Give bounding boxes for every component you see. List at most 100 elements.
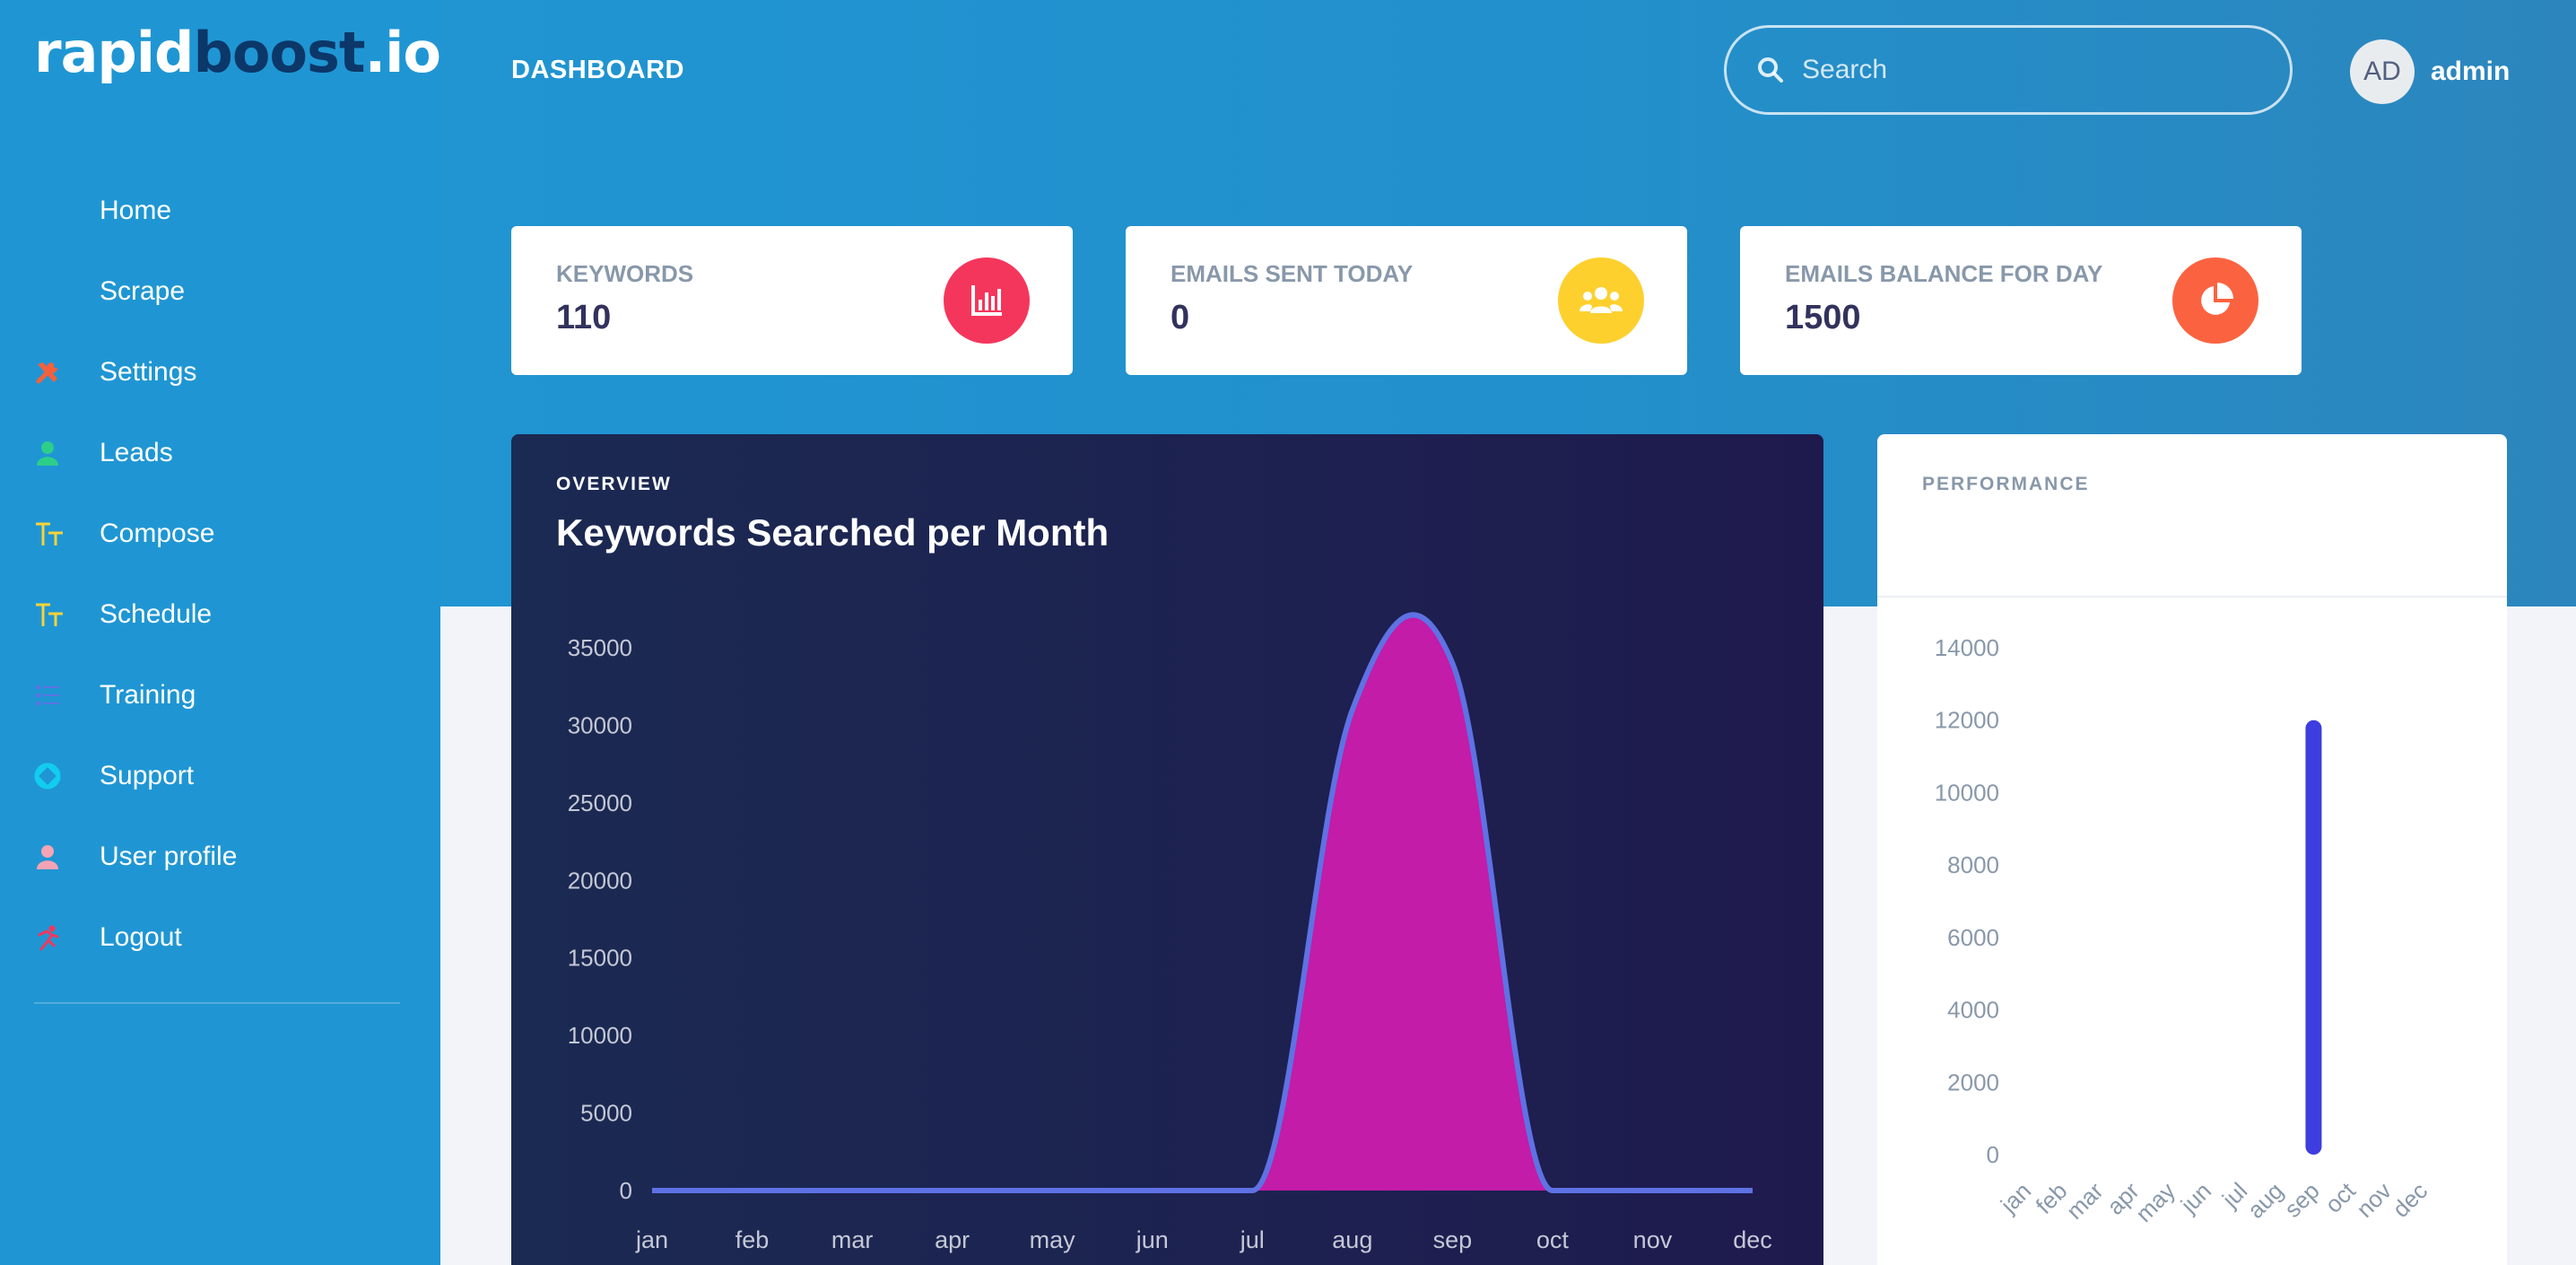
sidebar: rapidboost.io Home Scrape Settings Leads Com… (0, 0, 441, 1265)
x-tick-label: nov (1633, 1226, 1673, 1253)
page-title: DASHBOARD (511, 56, 684, 84)
running-icon (0, 924, 100, 951)
sidebar-item-support[interactable]: Support (0, 736, 440, 816)
sidebar-item-schedule[interactable]: Schedule (0, 574, 440, 655)
sidebar-item-training[interactable]: Training (0, 655, 440, 736)
x-tick-label: mar (831, 1226, 874, 1253)
search-icon (1758, 57, 1783, 83)
brand-part-2: boost (193, 20, 365, 85)
brand-part-1: rapid (34, 20, 194, 85)
sidebar-item-label: Logout (100, 922, 182, 952)
sidebar-item-leads[interactable]: Leads (0, 413, 440, 493)
stat-value: 1500 (1785, 299, 1861, 336)
x-tick-label: aug (1332, 1226, 1372, 1253)
x-tick-label: feb (735, 1226, 770, 1253)
stat-label: EMAILS SENT TODAY (1171, 260, 1414, 287)
x-tick-label: jul (1240, 1226, 1265, 1253)
y-tick-label: 10000 (568, 1022, 632, 1049)
x-tick-label: sep (1433, 1226, 1473, 1253)
sidebar-item-label: User profile (100, 842, 238, 871)
y-tick-label: 0 (620, 1177, 632, 1204)
x-tick-label: feb (2031, 1177, 2073, 1219)
y-tick-label: 15000 (568, 945, 632, 972)
stat-card-emails-balance: EMAILS BALANCE FOR DAY 1500 (1740, 226, 2302, 375)
stat-icon-circle (944, 257, 1030, 344)
x-tick-label: may (1030, 1226, 1076, 1253)
y-tick-label: 0 (1987, 1141, 1999, 1168)
overview-card: OVERVIEW Keywords Searched per Month 0 50… (511, 434, 1823, 1265)
sidebar-item-settings[interactable]: Settings (0, 332, 440, 413)
x-tick-label: oct (1536, 1226, 1570, 1253)
x-tick-label: jun (1136, 1226, 1169, 1253)
stat-card-emails-sent: EMAILS SENT TODAY 0 (1126, 226, 1687, 375)
y-tick-label: 8000 (1947, 851, 1999, 878)
sidebar-item-label: Schedule (100, 599, 213, 629)
y-tick-label: 20000 (568, 867, 632, 894)
card-eyebrow: PERFORMANCE (1922, 474, 2090, 494)
sidebar-item-user-profile[interactable]: User profile (0, 816, 440, 897)
stat-label: KEYWORDS (556, 260, 694, 287)
y-tick-label: 5000 (580, 1100, 632, 1127)
y-tick-label: 4000 (1947, 997, 1999, 1024)
pie-chart-icon (2201, 283, 2233, 315)
users-icon (1580, 287, 1623, 313)
x-tick-label: oct (2319, 1176, 2361, 1217)
x-tick-label: jun (2175, 1177, 2216, 1218)
bar (2305, 720, 2322, 1155)
stat-icon-circle (1558, 257, 1644, 344)
y-tick-label: 12000 (1935, 707, 1999, 734)
sidebar-item-label: Settings (100, 357, 197, 387)
keywords-area-chart: 0 5000 10000 15000 20000 25000 30000 35000 jan fe… (568, 612, 1772, 1253)
person-icon (0, 440, 100, 467)
x-tick-label: dec (1733, 1226, 1772, 1253)
x-tick-label: may (2130, 1177, 2180, 1227)
user-name[interactable]: admin (2431, 57, 2511, 86)
card-title: Keywords Searched per Month (556, 511, 1110, 554)
user-menu[interactable]: AD admin (2350, 39, 2510, 104)
brand-part-3: .io (364, 20, 441, 85)
y-tick-label: 25000 (568, 790, 632, 816)
brand-logo[interactable]: rapidboost.io (34, 20, 441, 85)
sidebar-nav: Home Scrape Settings Leads Compose Schedule Tr… (0, 170, 440, 978)
text-icon (0, 601, 100, 628)
card-eyebrow: OVERVIEW (556, 474, 672, 494)
stat-card-keywords: KEYWORDS 110 (511, 226, 1073, 375)
card-divider (1877, 596, 2507, 598)
y-tick-label: 10000 (1935, 779, 1999, 806)
sidebar-item-label: Training (100, 680, 196, 710)
search-box[interactable] (1724, 25, 2293, 115)
stat-icon-circle (2172, 257, 2258, 344)
sidebar-item-label: Home (100, 196, 172, 225)
bar-chart-icon (971, 285, 1002, 316)
sidebar-item-label: Leads (100, 438, 173, 467)
person-icon (0, 843, 100, 870)
search-input[interactable] (1802, 55, 2232, 85)
sidebar-item-label: Scrape (100, 276, 186, 306)
y-tick-label: 30000 (568, 711, 632, 738)
sidebar-item-label: Compose (100, 519, 215, 548)
tools-icon (0, 359, 100, 386)
sidebar-item-logout[interactable]: Logout (0, 897, 440, 978)
stat-value: 110 (556, 299, 612, 336)
avatar[interactable]: AD (2350, 39, 2415, 104)
sidebar-item-home[interactable]: Home (0, 170, 440, 251)
performance-card: PERFORMANCE 0 2000 4000 6000 8000 10000 12000 1… (1877, 434, 2507, 1265)
sidebar-item-scrape[interactable]: Scrape (0, 251, 440, 332)
x-tick-label: sep (2279, 1177, 2325, 1223)
y-tick-label: 6000 (1947, 924, 1999, 951)
series-line (652, 612, 1753, 1193)
series-area (652, 615, 1753, 1191)
y-tick-label: 2000 (1947, 1069, 1999, 1095)
y-tick-label: 14000 (1935, 634, 1999, 661)
x-tick-label: jan (635, 1226, 668, 1253)
x-tick-label: dec (2387, 1177, 2432, 1223)
sidebar-item-compose[interactable]: Compose (0, 493, 440, 574)
y-tick-label: 35000 (568, 634, 632, 661)
x-tick-label: apr (935, 1226, 970, 1253)
stat-label: EMAILS BALANCE FOR DAY (1785, 260, 2103, 287)
list-icon (0, 682, 100, 709)
x-tick-label: jan (1995, 1177, 2036, 1218)
support-icon (0, 763, 100, 790)
sidebar-item-label: Support (100, 761, 195, 790)
